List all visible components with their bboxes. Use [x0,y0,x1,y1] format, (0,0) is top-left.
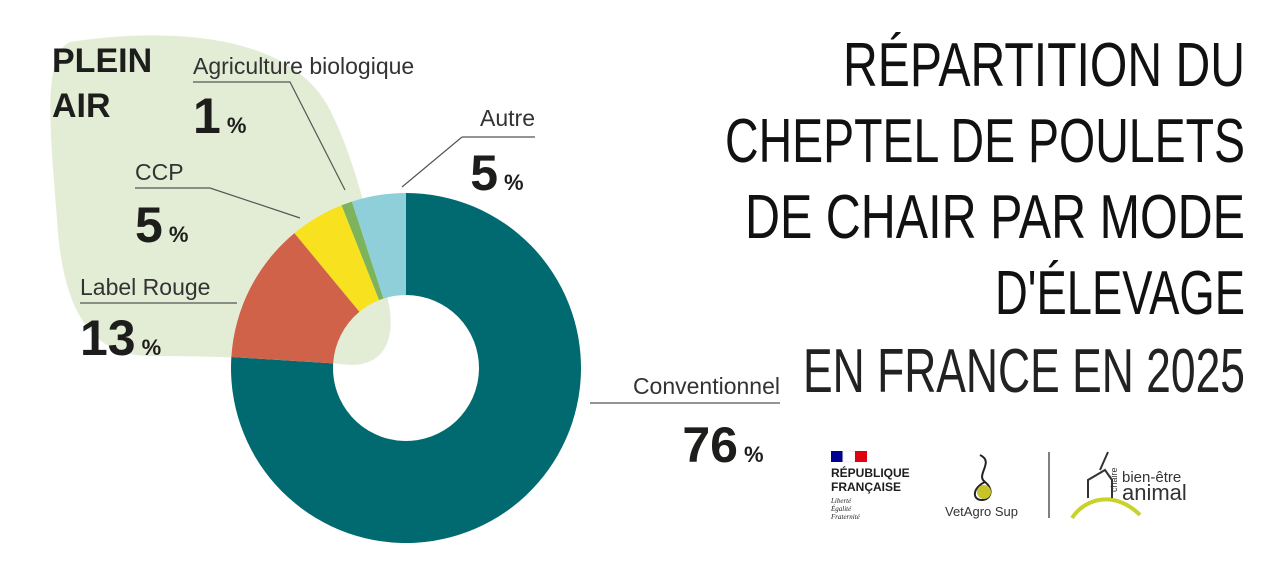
value-suffix: % [142,335,162,360]
leader-line [135,187,301,219]
donut-slice [341,201,384,301]
logo-text: bien-être [1122,469,1181,486]
flag [855,451,867,462]
title-line: RÉPARTITION DU [843,31,1245,100]
logo-text: Liberté [830,497,852,505]
logo-text: RÉPUBLIQUE [831,465,910,480]
category-label: Conventionnel [633,373,780,399]
group-label: PLEIN [52,42,152,80]
leader-line [401,136,535,188]
logo-text: VetAgro Sup [945,504,1018,519]
category-label: Label Rouge [80,274,210,300]
value-suffix: % [169,222,189,247]
logos: RÉPUBLIQUE FRANÇAISE Liberté Égalité Fra… [830,450,1187,521]
value-suffix: % [227,113,247,138]
labels: Conventionnel 76 % Label Rouge 13 % CCP 5 % Agric… [80,53,780,473]
logo-text: Égalité [830,505,852,513]
donut-slice [351,193,406,299]
chaire-icon [1070,497,1142,520]
category-label: CCP [135,159,184,185]
logo-text: chaire [1109,467,1119,492]
logo-text: Fraternité [830,513,861,521]
title-line: CHEPTEL DE POULETS [725,107,1245,176]
flag [842,450,856,463]
value-label: 13 [80,310,136,366]
category-label: Autre [480,105,535,131]
title-line: DE CHAIR PAR MODE [745,183,1245,252]
chaire-icon [1087,451,1113,498]
leader-line [193,81,346,191]
donut-slice [231,233,360,364]
group-label: AIR [52,87,111,125]
value-label: 5 [470,145,498,201]
flag [831,451,843,462]
value-label: 76 [682,417,738,473]
value-label: 5 [135,197,163,253]
logo-text: animal [1122,480,1187,505]
title-line: EN FRANCE EN 2025 [803,337,1245,406]
donut-slice [294,205,380,312]
logo-text: FRANÇAISE [831,480,901,494]
title: RÉPARTITION DU CHEPTEL DE POULETS DE CHAIR… [725,31,1245,406]
donut [231,193,581,543]
value-suffix: % [744,442,764,467]
vetagro-icon [977,485,991,499]
donut-slice [231,193,581,543]
title-line: D'ÉLEVAGE [995,259,1245,328]
value-label: 1 [193,88,221,144]
category-label: Agriculture biologique [193,53,414,79]
value-suffix: % [504,170,524,195]
